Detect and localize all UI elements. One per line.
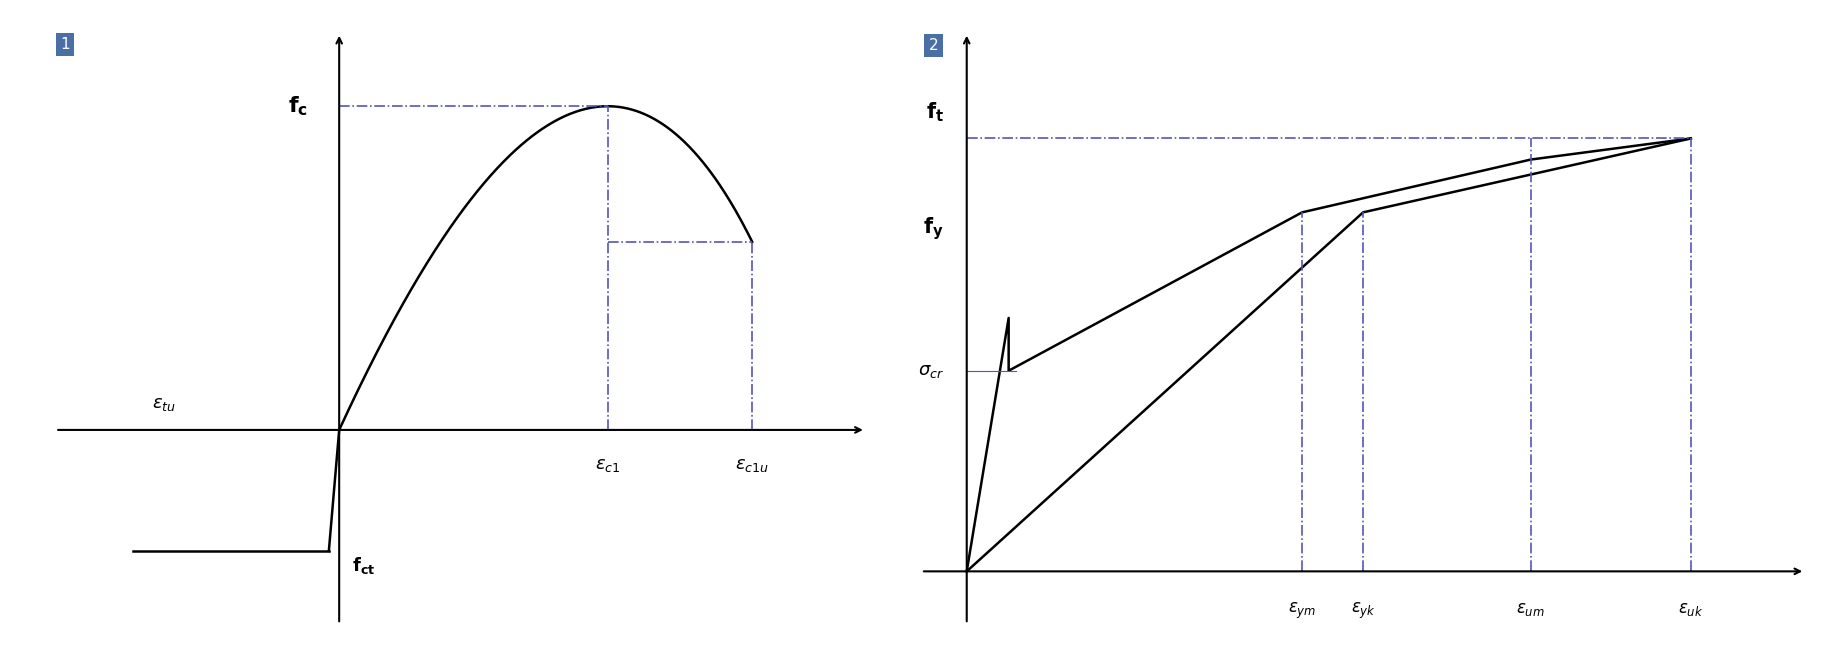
Text: $\boldsymbol{\varepsilon_{c1}}$: $\boldsymbol{\varepsilon_{c1}}$ — [595, 456, 621, 474]
Text: $\boldsymbol{\varepsilon_{um}}$: $\boldsymbol{\varepsilon_{um}}$ — [1516, 600, 1545, 618]
Text: $\mathbf{f_t}$: $\mathbf{f_t}$ — [927, 101, 943, 124]
Text: $\mathbf{f_y}$: $\mathbf{f_y}$ — [923, 215, 943, 242]
Text: $\boldsymbol{\varepsilon_{c1u}}$: $\boldsymbol{\varepsilon_{c1u}}$ — [735, 456, 770, 474]
Text: $\mathbf{f_{ct}}$: $\mathbf{f_{ct}}$ — [352, 555, 376, 576]
Text: $\boldsymbol{\sigma_{cr}}$: $\boldsymbol{\sigma_{cr}}$ — [917, 362, 943, 380]
Text: 1: 1 — [61, 37, 70, 52]
Text: 2: 2 — [928, 38, 938, 53]
Text: $\mathbf{f_c}$: $\mathbf{f_c}$ — [287, 95, 308, 118]
Text: $\boldsymbol{\varepsilon_{tu}}$: $\boldsymbol{\varepsilon_{tu}}$ — [151, 395, 175, 413]
Text: $\boldsymbol{\varepsilon_{yk}}$: $\boldsymbol{\varepsilon_{yk}}$ — [1350, 600, 1376, 621]
Text: $\boldsymbol{\varepsilon_{uk}}$: $\boldsymbol{\varepsilon_{uk}}$ — [1678, 600, 1704, 618]
Text: $\boldsymbol{\varepsilon_{ym}}$: $\boldsymbol{\varepsilon_{ym}}$ — [1288, 600, 1317, 621]
